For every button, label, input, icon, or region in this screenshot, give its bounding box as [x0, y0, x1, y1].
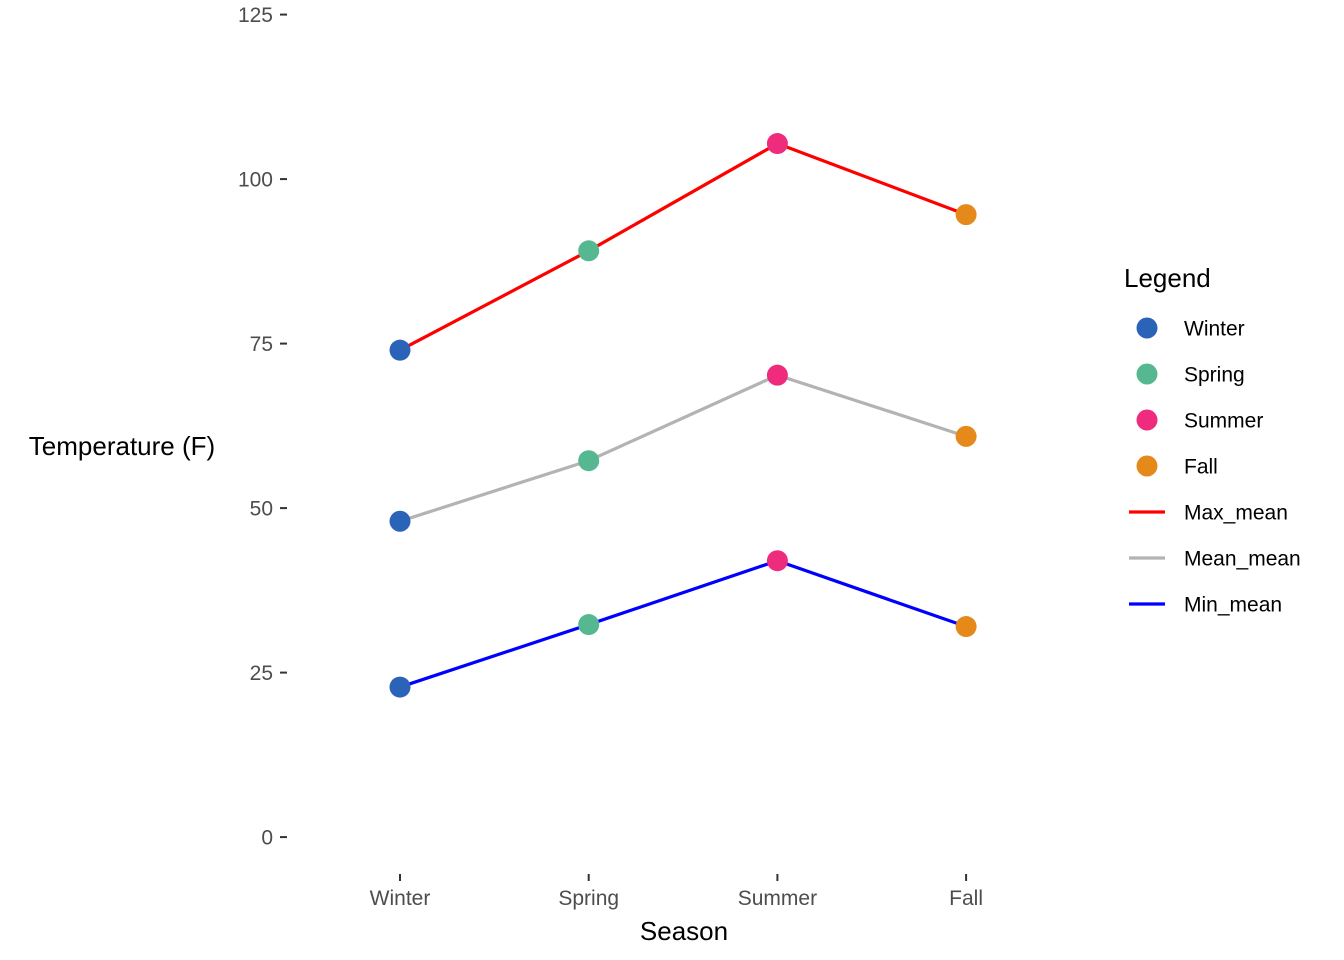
data-point-summer: [766, 364, 788, 386]
x-tick-label: Spring: [558, 887, 619, 910]
x-axis-title: Season: [640, 916, 728, 946]
series-points: [389, 133, 977, 698]
legend-label-fall: Fall: [1184, 456, 1218, 479]
legend-key-fall: [1136, 455, 1158, 477]
legend-label-mean-mean: Mean_mean: [1184, 548, 1301, 571]
data-point-winter: [389, 676, 411, 698]
x-tick-label: Fall: [949, 887, 983, 910]
x-tick-label: Summer: [738, 887, 817, 910]
y-tick-label: 100: [238, 169, 273, 192]
data-point-spring: [578, 240, 600, 262]
data-point-fall: [955, 204, 977, 226]
y-tick-label: 25: [250, 662, 273, 685]
data-point-spring: [578, 450, 600, 472]
legend-key-summer: [1136, 409, 1158, 431]
x-tick-label: Winter: [370, 887, 431, 910]
y-axis-title: Temperature (F): [29, 431, 215, 461]
series-line-min-mean: [399, 559, 967, 689]
legend-label-max-mean: Max_mean: [1184, 502, 1288, 525]
x-axis: Winter Spring Summer Fall: [370, 874, 983, 910]
legend-label-winter: Winter: [1184, 318, 1245, 341]
y-axis: 0 25 50 75 100 125: [238, 4, 287, 850]
data-point-winter: [389, 339, 411, 361]
legend-label-spring: Spring: [1184, 364, 1245, 387]
data-point-summer: [766, 550, 788, 572]
legend-title: Legend: [1124, 263, 1211, 293]
y-tick-label: 125: [238, 4, 273, 27]
series-line-max-mean: [399, 141, 967, 352]
data-point-spring: [578, 614, 600, 636]
legend-label-summer: Summer: [1184, 410, 1263, 433]
series-lines: [399, 141, 967, 689]
legend-key-winter: [1136, 317, 1158, 339]
data-point-winter: [389, 510, 411, 532]
y-tick-label: 75: [250, 333, 273, 356]
legend: Legend Winter Spring Summer Fall Max_mean Mea…: [1124, 263, 1301, 617]
data-point-fall: [955, 616, 977, 638]
y-tick-label: 50: [250, 498, 273, 521]
series-line-mean-mean: [399, 373, 967, 523]
data-point-summer: [766, 133, 788, 155]
legend-key-spring: [1136, 363, 1158, 385]
y-tick-label: 0: [261, 827, 273, 850]
data-point-fall: [955, 425, 977, 447]
legend-label-min-mean: Min_mean: [1184, 594, 1282, 617]
